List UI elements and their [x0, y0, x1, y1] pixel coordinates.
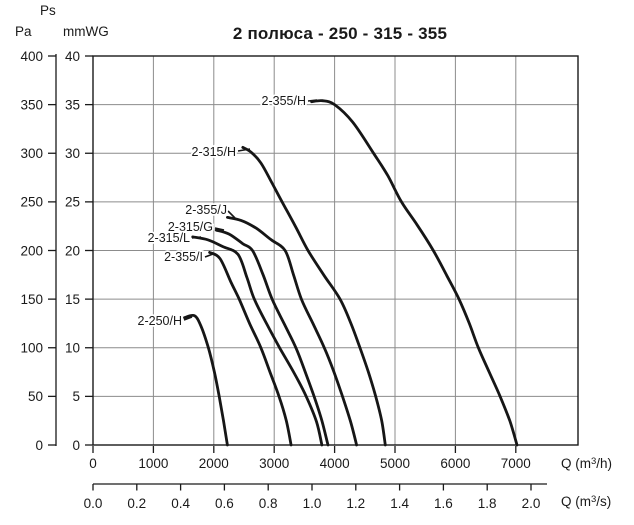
flow-tick-label: 7000 — [501, 456, 531, 471]
mmwg-tick-label: 30 — [65, 146, 80, 161]
curve-2-355-J — [226, 216, 358, 447]
pa-axis: 400 350 300 250 200 150 100 50 0 — [20, 49, 57, 453]
m3s-tick-label: 1.0 — [303, 496, 322, 511]
curve-2-315-G — [214, 228, 330, 447]
m3s-tick-label: 1.2 — [346, 496, 365, 511]
mmwg-tick-label: 5 — [72, 389, 80, 404]
pa-tick-label: 300 — [20, 146, 43, 161]
curve-label-2-315-L: 2-315/L — [148, 231, 190, 245]
curve-leader-2-315-G — [214, 227, 225, 231]
curve-label-2-355-H: 2-355/H — [262, 94, 306, 108]
curve-label-2-315-H: 2-315/H — [192, 145, 236, 159]
curve-label-2-355-I: 2-355/I — [164, 250, 203, 264]
mmwg-tick-label: 10 — [65, 341, 80, 356]
m3s-tick-label: 0.4 — [171, 496, 190, 511]
flow-m3h-axis: 0 1000 2000 3000 4000 5000 6000 7000 — [89, 446, 531, 471]
curve-leader-2-355-I — [204, 253, 214, 258]
flow-unit-m3h-pre: Q (m — [561, 456, 591, 471]
curve-labels: 2-355/H 2-315/H 2-355/J 2-315/G2-315/L 2-355… — [136, 92, 318, 330]
pa-unit-label: Pa — [15, 24, 32, 39]
pa-tick-label: 250 — [20, 195, 43, 210]
mmwg-unit-label: mmWG — [63, 24, 109, 39]
pa-tick-label: 50 — [28, 389, 43, 404]
pa-tick-label: 150 — [20, 292, 43, 307]
curve-2-315-L — [191, 235, 324, 447]
flow-tick-label: 5000 — [380, 456, 410, 471]
page-title: 2 полюса - 250 - 315 - 355 — [232, 24, 448, 43]
curve-label-2-355-J: 2-355/J — [185, 203, 227, 217]
m3s-tick-label: 0.0 — [84, 496, 103, 511]
m3s-tick-label: 1.6 — [434, 496, 453, 511]
flow-unit-m3s-sup: 3 — [591, 494, 597, 505]
m3s-tick-label: 0.2 — [127, 496, 146, 511]
curve-2-355-I — [208, 251, 293, 447]
pa-tick-label: 0 — [35, 438, 43, 453]
mmwg-tick-label: 25 — [65, 195, 80, 210]
flow-unit-m3s-label: Q (m3/s) — [561, 494, 611, 509]
curve-leader-2-250-H — [183, 316, 193, 321]
curve-label-2-250-H: 2-250/H — [138, 314, 182, 328]
m3s-tick-label: 1.4 — [390, 496, 409, 511]
curve-leader-2-355-H — [307, 99, 318, 102]
m3s-tick-label: 0.8 — [259, 496, 278, 511]
flow-tick-label: 1000 — [138, 456, 168, 471]
curve-label-2-315-G: 2-315/G — [168, 220, 213, 234]
mmwg-tick-label: 35 — [65, 97, 80, 112]
pa-tick-label: 400 — [20, 49, 43, 64]
flow-unit-m3h-sup: 3 — [591, 456, 597, 467]
flow-unit-m3h-post: /h) — [596, 456, 613, 471]
m3s-tick-label: 2.0 — [522, 496, 541, 511]
pa-tick-label: 200 — [20, 243, 43, 258]
flow-tick-label: 3000 — [259, 456, 289, 471]
flow-unit-m3s-pre: Q (m — [561, 494, 591, 509]
pa-tick-label: 100 — [20, 341, 43, 356]
flow-tick-label: 4000 — [320, 456, 350, 471]
curve-leader-2-315-L — [191, 236, 202, 239]
curve-leader-2-315-H — [237, 148, 251, 152]
m3s-tick-label: 0.6 — [215, 496, 234, 511]
flow-m3s-axis: 0.0 0.2 0.4 0.6 0.8 1.0 1.2 1.4 1.6 1.8 2.0 — [84, 483, 547, 511]
curves — [183, 99, 519, 447]
pa-tick-label: 350 — [20, 97, 43, 112]
curve-2-315-H — [241, 146, 387, 447]
curve-2-250-H — [183, 313, 229, 447]
mmwg-tick-label: 0 — [72, 438, 80, 453]
mmwg-tick-label: 40 — [65, 49, 80, 64]
mmwg-tick-label: 20 — [65, 243, 80, 258]
pressure-symbol-label: Ps — [40, 3, 56, 18]
flow-unit-m3s-post: /s) — [596, 494, 612, 509]
flow-tick-label: 2000 — [199, 456, 229, 471]
gridlines — [93, 56, 578, 445]
m3s-tick-label: 1.8 — [478, 496, 497, 511]
flow-tick-label: 6000 — [440, 456, 470, 471]
mmwg-axis: 40 35 30 25 20 15 10 5 0 — [65, 49, 93, 453]
flow-unit-m3h-label: Q (m3/h) — [561, 456, 612, 471]
flow-tick-label: 0 — [89, 456, 97, 471]
mmwg-tick-label: 15 — [65, 292, 80, 307]
curve-leader-2-355-J — [227, 210, 236, 219]
curve-2-355-H — [310, 99, 519, 447]
